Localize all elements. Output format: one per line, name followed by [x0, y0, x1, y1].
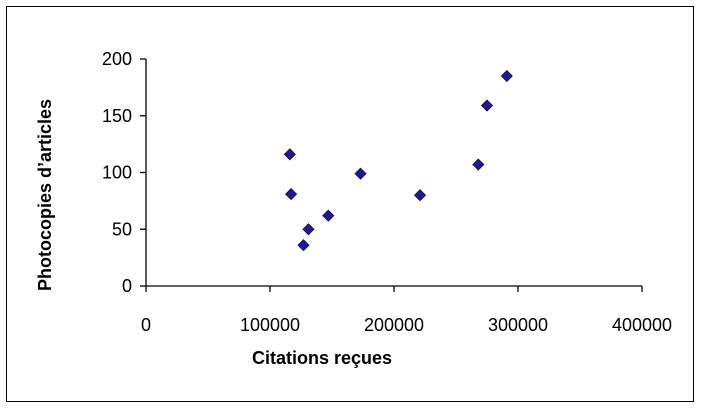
y-tick-label: 100 [102, 163, 132, 183]
axes [145, 59, 642, 287]
x-tick-label: 300000 [488, 315, 548, 335]
chart-frame: 0 50 100 150 200 0 100000 200000 300000 400000 Ci… [6, 6, 694, 402]
x-tick-label: 200000 [364, 315, 424, 335]
data-point-4 [302, 223, 315, 236]
ticks: 0 50 100 150 200 0 100000 200000 300000 400000 [102, 49, 672, 335]
y-axis-title: Photocopies d’articles [35, 99, 55, 291]
y-tick-label: 0 [122, 276, 132, 296]
scatter-plot: 0 50 100 150 200 0 100000 200000 300000 400000 Ci… [35, 49, 672, 368]
x-tick-label: 100000 [240, 315, 300, 335]
data-point-5 [322, 209, 335, 222]
data-point-3 [297, 239, 310, 252]
data-point-2 [285, 187, 298, 201]
x-axis-title: Citations reçues [252, 348, 392, 368]
data-point-1 [283, 148, 296, 161]
data-point-7 [413, 189, 427, 202]
data-point-6 [354, 167, 367, 180]
data-points [283, 69, 513, 252]
y-tick-label: 50 [112, 219, 132, 239]
y-tick-label: 200 [102, 49, 132, 69]
data-point-10 [500, 69, 513, 83]
x-tick-label: 400000 [612, 315, 672, 335]
data-point-8 [472, 158, 485, 171]
x-tick-label: 0 [141, 315, 151, 335]
y-tick-label: 150 [102, 106, 132, 126]
data-point-9 [480, 99, 494, 112]
